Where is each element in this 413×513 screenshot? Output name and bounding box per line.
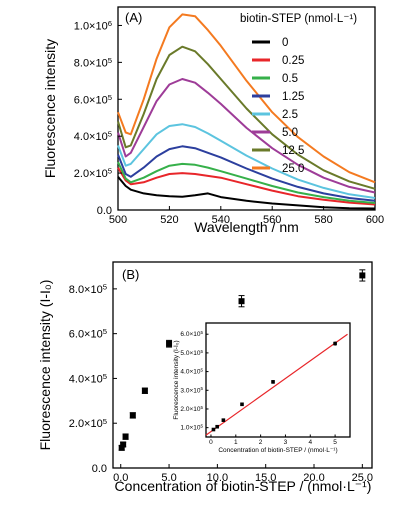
x-tick-label: 580: [314, 214, 332, 226]
x-tick-label: 560: [263, 214, 281, 226]
series-line-1.25: [117, 145, 376, 202]
data-point: [141, 387, 148, 394]
x-tick-label: 3: [284, 439, 288, 446]
panel-label: (A): [125, 10, 142, 25]
x-tick-label: 5.0: [161, 472, 176, 484]
y-tick-label: 4.0×105: [180, 368, 203, 376]
x-tick-label: 0.0: [113, 472, 128, 484]
y-tick-label: 4.0×105: [74, 130, 112, 143]
series-line-5.0: [117, 78, 376, 194]
y-tick-label: 6.0×105: [180, 330, 203, 338]
x-tick-label: 0: [209, 439, 213, 446]
series-line-2.5: [117, 123, 376, 199]
data-point: [238, 298, 245, 305]
y-tick-label: 2.0×105: [74, 167, 112, 180]
y-axis-title: Fluorescence intensity (I-I₀): [173, 340, 180, 419]
y-tick-label: 1.0×105: [180, 424, 203, 432]
data-point: [359, 272, 366, 279]
plot-frame: [117, 6, 376, 211]
legend-label-12.5: 12.5: [282, 145, 304, 157]
series-line-25.0: [117, 13, 376, 184]
x-tick-label: 4: [308, 439, 312, 446]
data-point: [122, 433, 129, 440]
legend-label-2.5: 2.5: [282, 109, 298, 121]
x-tick-label: 2: [259, 439, 263, 446]
legend-label-0.25: 0.25: [282, 55, 304, 67]
x-tick-label: 5: [333, 439, 337, 446]
x-tick-label: 10.0: [207, 472, 228, 484]
data-point: [166, 340, 173, 347]
plot-frame: [205, 322, 351, 438]
legend-label-0.5: 0.5: [282, 73, 298, 85]
x-tick-label: 20.0: [303, 472, 324, 484]
x-tick-label: 1: [234, 439, 238, 446]
data-point: [221, 418, 226, 422]
series-line-0.5: [117, 161, 376, 204]
y-tick-label: 0.0: [92, 463, 107, 475]
data-point: [240, 402, 244, 407]
chart-inset: 0 1 2 3 4 5 1.0×105 2.0×105 3.0×105 4.0×105 5.0×10…: [173, 322, 351, 454]
data-point: [118, 444, 125, 451]
chart-spectra: 500 520 540 560 580 600 0.0 2.0×105 4.0×105 6.0×1…: [42, 6, 384, 235]
series-line-0: [117, 176, 376, 210]
y-tick-label: 2.0×105: [180, 405, 203, 413]
y-tick-label: 6.0×105: [74, 93, 112, 106]
panel-label: (B): [122, 267, 139, 282]
x-tick-label: 15.0: [255, 472, 276, 484]
y-tick-label: 1.0×106: [74, 19, 112, 32]
y-tick-label: 5.0×105: [180, 349, 203, 357]
plot-frame: [112, 261, 373, 469]
chart-calibration: 0.0 5.0 10.0 15.0 20.0 25.0 0.0 2.0×105 4.0×105 6…: [37, 261, 373, 494]
data-point: [271, 380, 275, 384]
x-tick-label: 540: [212, 214, 230, 226]
y-tick-label: 6.0×105: [69, 327, 107, 340]
y-tick-label: 2.0×105: [69, 417, 107, 430]
series-line-0.25: [117, 167, 376, 206]
x-tick-label: 25.0: [352, 472, 373, 484]
legend-title: biotin-STEP (nmol·L⁻¹): [240, 13, 357, 25]
y-tick-label: 8.0×105: [69, 282, 107, 295]
legend-label-25.0: 25.0: [282, 163, 304, 175]
y-tick-label: 4.0×105: [69, 372, 107, 385]
y-tick-label: 0.0: [97, 205, 112, 217]
x-axis-title: Concentration of biotin-STEP / (nmol·L⁻¹…: [218, 447, 337, 454]
x-tick-label: 520: [160, 214, 178, 226]
data-point: [120, 441, 127, 448]
y-tick-label: 3.0×105: [180, 386, 203, 394]
legend-label-5.0: 5.0: [282, 127, 298, 139]
data-point: [211, 427, 216, 432]
legend-label-1.25: 1.25: [282, 91, 304, 103]
x-axis-title: Wavelength / nm: [194, 219, 299, 235]
data-point: [215, 424, 219, 429]
x-tick-label: 500: [109, 214, 127, 226]
y-axis-title: Fluorescence intensity: [42, 39, 58, 178]
x-tick-label: 600: [366, 214, 384, 226]
legend-label-0: 0: [282, 37, 288, 49]
y-tick-label: 8.0×105: [74, 56, 112, 69]
fit-line: [205, 333, 348, 436]
data-point: [333, 341, 337, 346]
x-axis-title: Concentration of biotin-STEP / (nmol·L⁻¹…: [115, 478, 372, 494]
y-axis-title: Fluorescence intensity (I-I₀): [37, 280, 53, 451]
series-line-12.5: [117, 45, 376, 190]
data-point: [129, 412, 136, 419]
